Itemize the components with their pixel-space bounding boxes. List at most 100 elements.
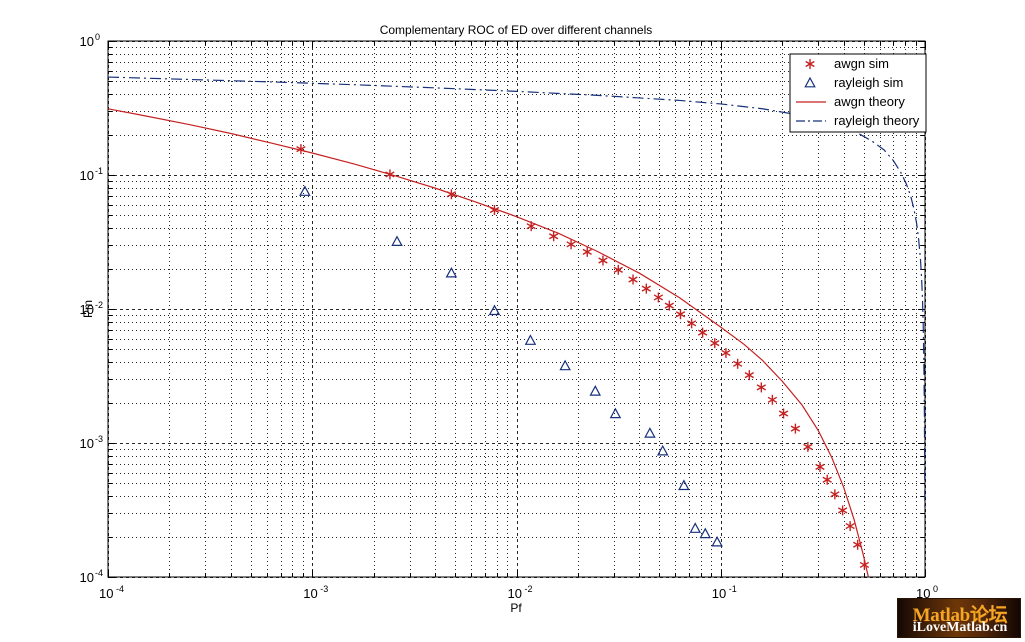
y-tick-label-3-exponent: -3 <box>95 434 103 444</box>
marker-triangle <box>589 385 602 396</box>
marker-asterisk <box>446 189 457 200</box>
marker-asterisk <box>385 169 395 180</box>
marker-asterisk <box>641 283 651 294</box>
marker-triangle <box>656 444 669 456</box>
marker-asterisk <box>859 559 870 570</box>
legend-label-1: rayleigh sim <box>834 75 903 90</box>
x-tick-label-1-mantissa: 10 <box>303 586 317 601</box>
curve-rayleigh-theory <box>108 76 925 512</box>
marker-asterisk <box>548 231 559 242</box>
x-tick-label-2-mantissa: 10 <box>508 586 522 601</box>
series-rayleigh-sim <box>299 185 723 547</box>
marker-asterisk <box>721 347 731 358</box>
marker-asterisk <box>710 338 720 349</box>
marker-triangle <box>644 427 656 438</box>
marker-triangle <box>299 185 311 196</box>
y-tick-label-2: 10 -2 <box>80 300 103 317</box>
marker-asterisk <box>653 292 664 303</box>
chart-legend[interactable]: awgn sim rayleigh sim awgn theory rayleigh … <box>789 53 927 133</box>
x-tick-label-3-mantissa: 10 <box>712 586 726 601</box>
curve-awgn-theory <box>108 108 869 577</box>
legend-item-rayleigh-theory[interactable]: rayleigh theory <box>796 113 920 128</box>
watermark-url: iLoveMatlab.cn <box>912 620 1008 635</box>
legend-box <box>789 53 927 133</box>
x-tick-label-1: 10 -3 <box>303 584 328 601</box>
marker-asterisk <box>598 255 608 266</box>
chart-title: Complementary ROC of ED over different c… <box>380 23 653 37</box>
marker-triangle <box>445 266 458 278</box>
axis-tick-marks <box>108 41 926 578</box>
series-awgn-sim <box>296 144 870 570</box>
marker-asterisk <box>805 59 815 69</box>
legend-item-awgn-sim[interactable]: awgn sim <box>805 56 889 71</box>
x-tick-label-2-exponent: -2 <box>525 584 533 594</box>
marker-asterisk <box>675 309 686 320</box>
x-tick-label-0: 10 -4 <box>99 584 124 601</box>
marker-asterisk <box>566 239 576 250</box>
y-tick-label-1: 10 -1 <box>80 166 103 183</box>
y-tick-label-2-mantissa: 10 <box>80 302 94 317</box>
marker-asterisk <box>697 327 708 338</box>
marker-asterisk <box>756 382 767 393</box>
legend-label-2: awgn theory <box>834 94 905 109</box>
data-series-layer <box>108 76 925 577</box>
marker-triangle <box>804 76 816 88</box>
marker-triangle <box>609 407 622 419</box>
marker-asterisk <box>582 246 592 257</box>
y-tick-label-3-mantissa: 10 <box>80 436 94 451</box>
marker-asterisk <box>767 394 778 405</box>
legend-item-awgn-theory[interactable]: awgn theory <box>796 94 905 109</box>
y-tick-label-4-exponent: -4 <box>95 568 103 578</box>
y-tick-label-0-exponent: 0 <box>95 32 100 42</box>
x-tick-label-3-exponent: -1 <box>729 584 737 594</box>
marker-asterisk <box>489 205 500 216</box>
y-tick-label-4-mantissa: 10 <box>80 570 94 585</box>
marker-asterisk <box>852 539 863 550</box>
marker-asterisk <box>778 408 789 419</box>
series-awgn-theory <box>108 108 869 577</box>
marker-asterisk <box>803 441 813 452</box>
marker-triangle <box>524 334 537 345</box>
x-tick-label-1-exponent: -3 <box>320 584 328 594</box>
x-axis-label: Pf <box>510 601 522 615</box>
legend-item-rayleigh-sim[interactable]: rayleigh sim <box>804 75 903 90</box>
y-tick-label-1-mantissa: 10 <box>80 168 94 183</box>
x-tick-label-4-mantissa: 10 <box>916 586 930 601</box>
x-tick-label-0-exponent: -4 <box>116 584 124 594</box>
marker-asterisk <box>837 505 848 516</box>
marker-triangle <box>678 479 690 491</box>
y-tick-label-0: 10 0 <box>80 32 100 49</box>
marker-asterisk <box>526 221 536 232</box>
marker-asterisk <box>790 423 801 434</box>
marker-asterisk <box>628 274 638 285</box>
marker-asterisk <box>732 358 743 369</box>
marker-triangle <box>559 359 571 371</box>
legend-entries: awgn sim rayleigh sim awgn theory rayleigh … <box>796 56 920 128</box>
marker-triangle <box>711 535 723 547</box>
marker-asterisk <box>815 461 825 472</box>
y-tick-label-1-exponent: -1 <box>95 166 103 176</box>
marker-asterisk <box>830 489 840 500</box>
x-tick-label-3: 10 -1 <box>712 584 737 601</box>
marker-asterisk <box>686 318 697 329</box>
y-tick-label-0-mantissa: 10 <box>80 34 94 49</box>
marker-triangle <box>699 527 712 539</box>
axis-tick-labels: 10 -4 10 -3 10 -2 10 -1 10 010 010 -110 -210 -310 -4 <box>80 32 938 601</box>
x-tick-label-0-mantissa: 10 <box>99 586 113 601</box>
marker-asterisk <box>744 370 755 381</box>
series-rayleigh-theory <box>108 76 925 512</box>
marker-asterisk <box>822 474 832 485</box>
watermark-title: Matlab论坛 <box>912 605 1008 626</box>
marker-asterisk <box>296 144 306 155</box>
site-watermark: Matlab论坛 iLoveMatlab.cn <box>897 598 1021 638</box>
y-axis-label: Pm <box>81 300 95 318</box>
marker-asterisk <box>664 300 674 311</box>
x-tick-label-4-exponent: 0 <box>933 584 938 594</box>
x-tick-label-2: 10 -2 <box>508 584 533 601</box>
marker-triangle <box>689 522 702 533</box>
y-tick-label-3: 10 -3 <box>80 434 103 451</box>
marker-asterisk <box>613 264 623 275</box>
y-tick-label-4: 10 -4 <box>80 568 103 585</box>
